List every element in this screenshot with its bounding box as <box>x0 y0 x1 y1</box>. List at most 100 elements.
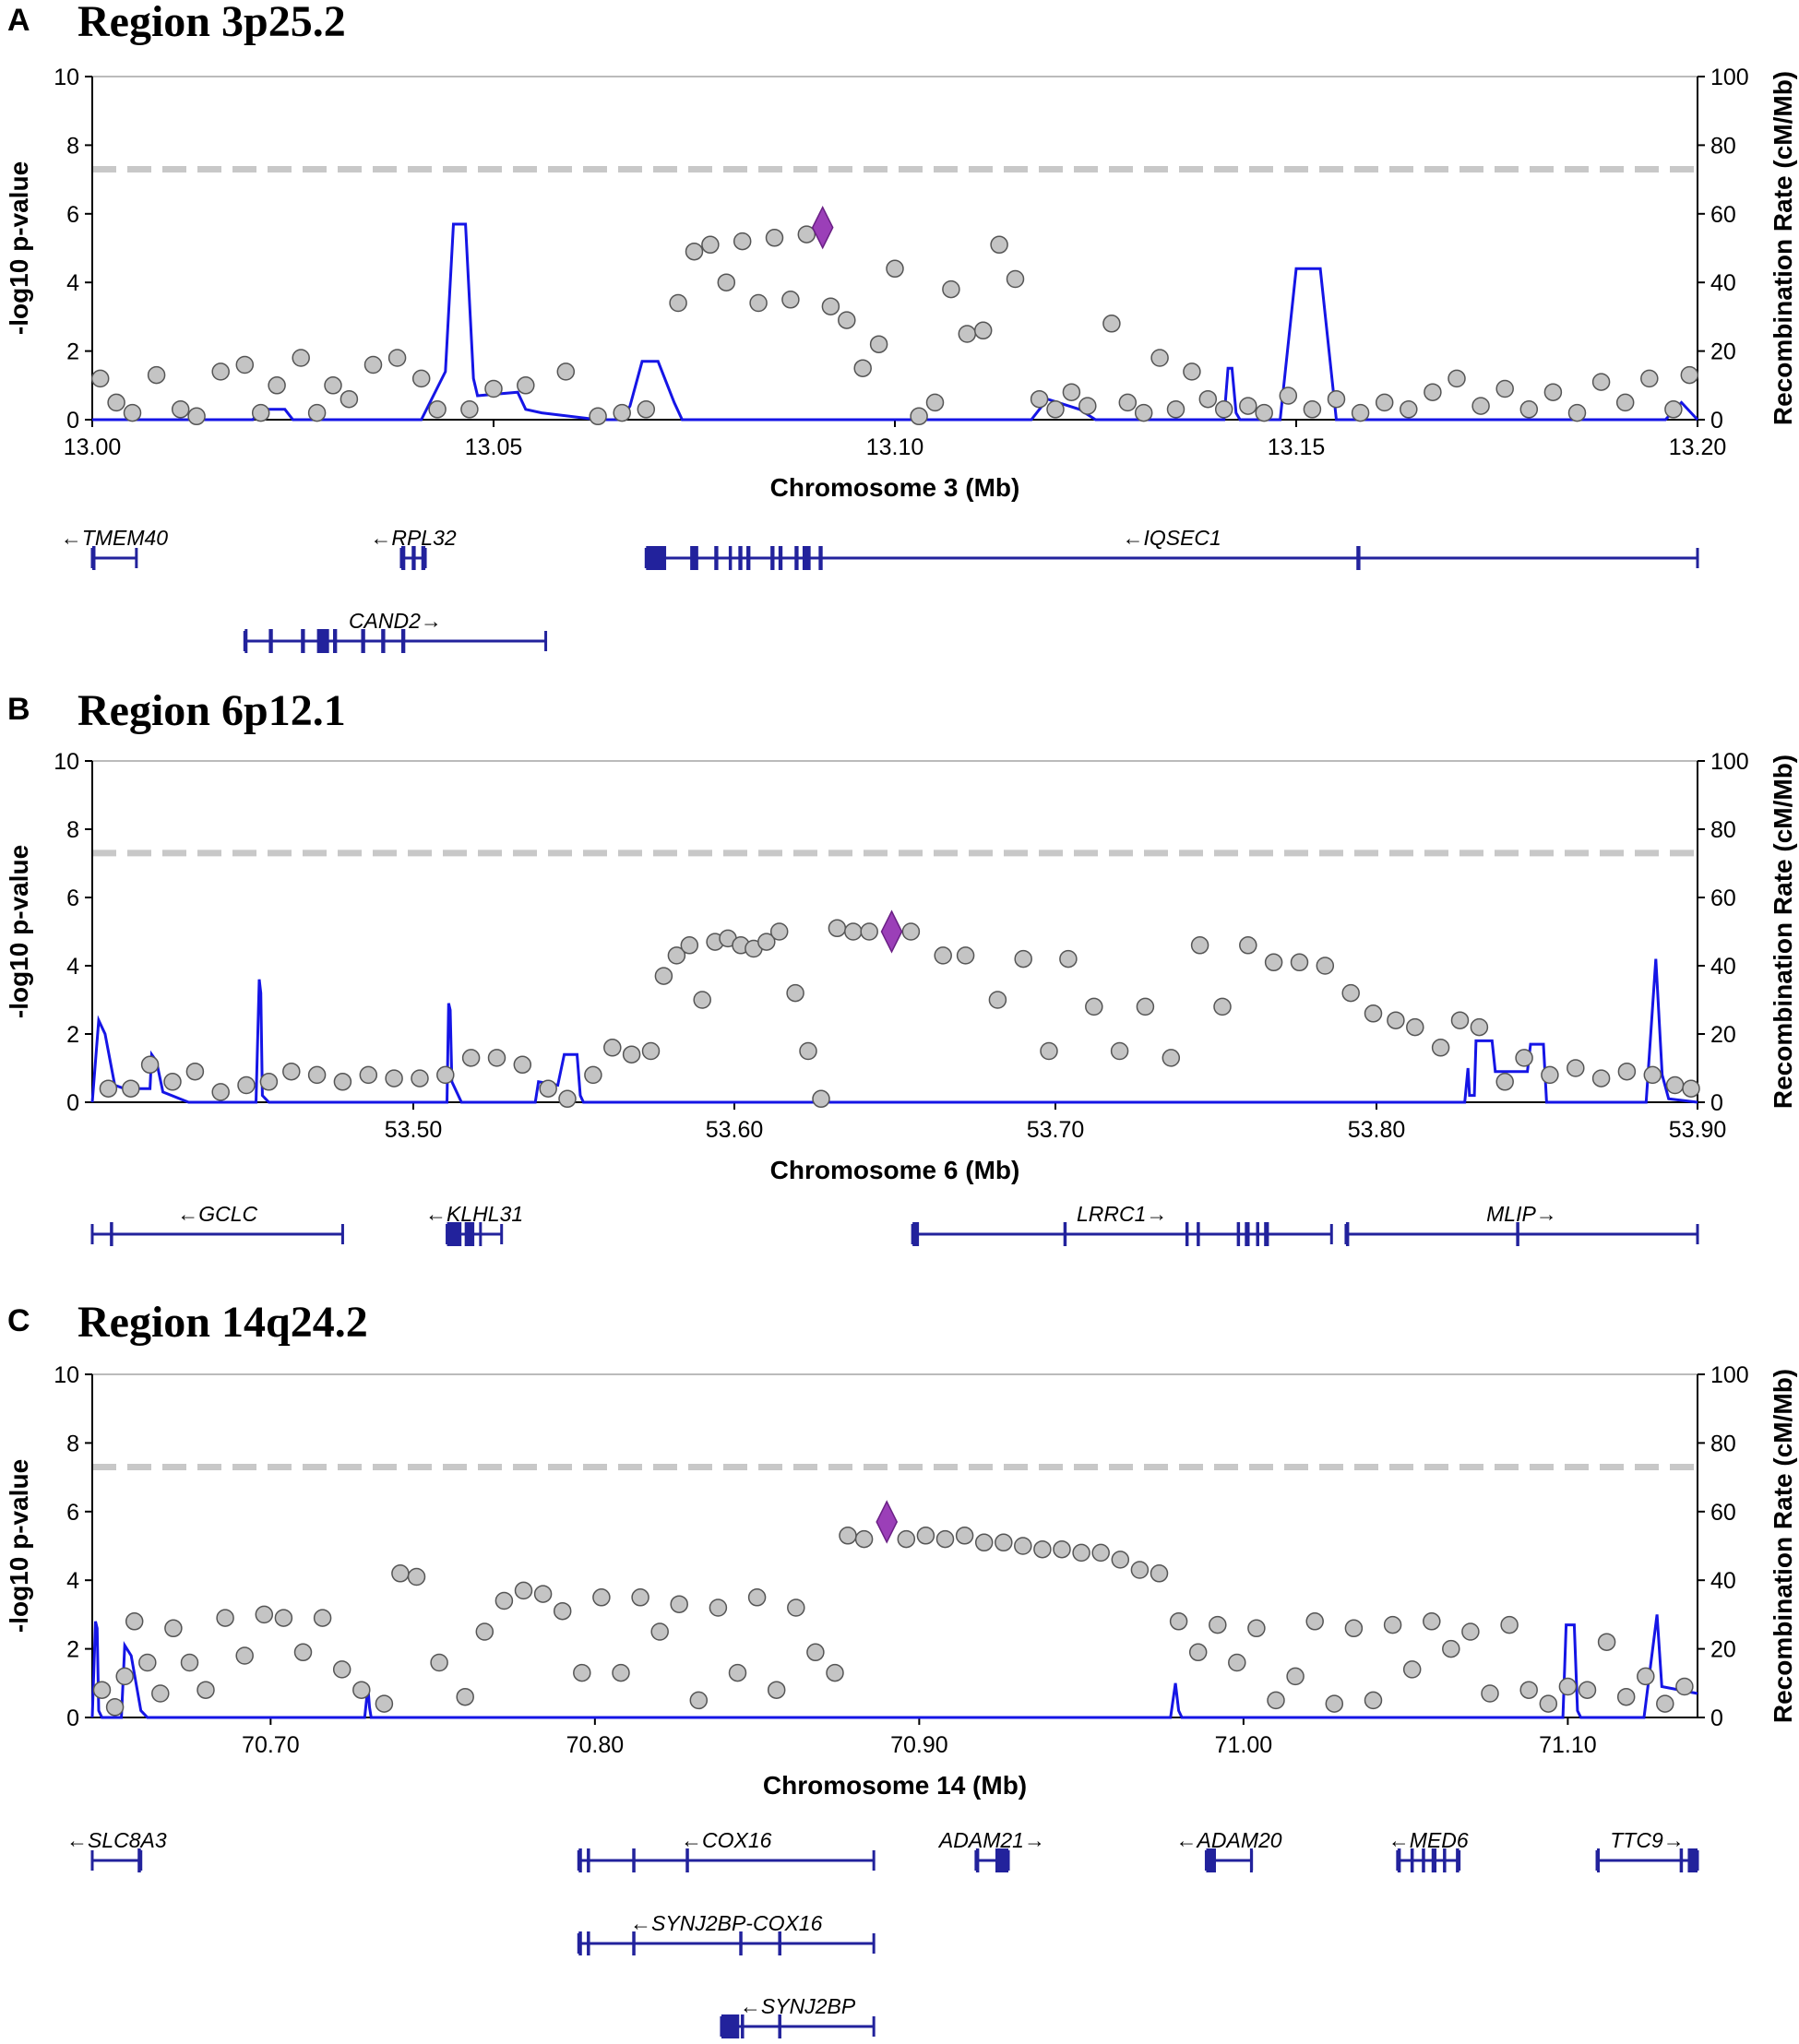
snp-point <box>387 349 407 367</box>
gene-exon <box>587 1848 590 1872</box>
snp-point <box>1188 1643 1208 1662</box>
gene-label: ←MED6 <box>1388 1828 1469 1852</box>
y-right-tick-label: 60 <box>1710 885 1736 911</box>
gene-exon <box>778 546 783 570</box>
snp-point <box>1495 379 1514 398</box>
snp-point <box>1325 1694 1344 1713</box>
snp-point <box>494 1591 514 1610</box>
gene: ADAM21→ <box>937 1828 1045 1872</box>
y-right-axis-label: Recombination Rate (cM/Mb) <box>1769 1369 1797 1723</box>
snp-point <box>1637 1667 1655 1686</box>
gene-exon <box>381 629 386 653</box>
gene: ←SLC8A3 <box>66 1828 167 1872</box>
gene-exon <box>400 629 406 653</box>
snp-point <box>667 946 686 965</box>
snp-point <box>293 1643 313 1662</box>
snp-point <box>99 1079 118 1098</box>
snp-point <box>274 1609 293 1627</box>
snp-point <box>255 1605 274 1624</box>
gene-label: ←TMEM40 <box>61 526 169 550</box>
panel-title: Region 3p25.2 <box>77 0 346 46</box>
snp-point <box>1682 1079 1700 1098</box>
gene-exon <box>995 1848 1009 1872</box>
panel-letter: B <box>7 692 30 727</box>
snp-point <box>282 1062 301 1081</box>
snp-point <box>1664 400 1683 419</box>
snp-point <box>1162 1049 1181 1067</box>
gene-exon <box>714 546 719 570</box>
snp-point <box>1247 1619 1266 1638</box>
snp-point <box>1423 1612 1441 1631</box>
snp-point <box>211 1083 230 1101</box>
gene-exon <box>479 1222 483 1246</box>
snp-point <box>1402 1660 1422 1679</box>
y-axis-label: -log10 p-value <box>5 161 33 335</box>
gene-label: CAND2→ <box>349 609 442 633</box>
y-tick-label: 10 <box>54 1362 79 1388</box>
gene-exon <box>1422 1848 1425 1872</box>
gene-exon <box>1679 1848 1684 1872</box>
snp-point <box>934 946 952 965</box>
snp-point <box>1424 383 1442 401</box>
y-tick-label: 4 <box>66 270 79 296</box>
snp-point <box>955 1527 974 1545</box>
snp-point <box>839 1527 857 1545</box>
snp-point <box>910 407 928 426</box>
snp-points <box>99 919 1700 1109</box>
snp-point <box>1030 389 1049 409</box>
y-right-axis-label: Recombination Rate (cM/Mb) <box>1769 755 1797 1109</box>
snp-point <box>1228 1653 1246 1672</box>
x-axis-label: Chromosome 3 (Mb) <box>770 473 1020 502</box>
snp-point <box>333 1073 352 1091</box>
snp-point <box>1327 389 1346 409</box>
snp-point <box>1053 1539 1071 1559</box>
gene-exon <box>447 1222 462 1246</box>
y-right-tick-label: 0 <box>1710 1090 1723 1116</box>
y-right-tick-label: 80 <box>1710 817 1736 843</box>
snp-point <box>622 1045 641 1064</box>
snp-point <box>973 321 993 340</box>
y-tick-label: 6 <box>66 885 79 911</box>
gene-label: ←ADAM20 <box>1176 1828 1282 1852</box>
gene-exon <box>721 2014 740 2038</box>
snp-point <box>1014 1537 1032 1555</box>
gene-exon <box>1345 1222 1350 1246</box>
snp-point <box>573 1663 591 1682</box>
snp-point <box>669 293 687 313</box>
snp-point <box>125 1612 144 1631</box>
gene-label: ←GCLC <box>177 1202 257 1226</box>
snp-point <box>237 1075 256 1095</box>
snp-point <box>1567 403 1587 422</box>
snp-point <box>313 1609 332 1627</box>
snp-point <box>988 991 1007 1009</box>
gene: ←KLHL31 <box>425 1202 523 1246</box>
gene: ←GCLC <box>90 1202 344 1246</box>
snp-point <box>1118 393 1138 412</box>
gene-exon <box>1410 1848 1414 1872</box>
gene-exon <box>739 1931 743 1955</box>
y-tick-label: 2 <box>66 1022 79 1048</box>
y-tick-label: 8 <box>66 817 79 843</box>
x-tick-label: 70.90 <box>890 1732 948 1758</box>
snp-point <box>1198 389 1218 409</box>
snp-point <box>359 1065 378 1085</box>
gene-exon <box>770 546 775 570</box>
gene-exon <box>794 546 799 570</box>
snp-point <box>1364 1691 1383 1710</box>
snp-point <box>990 235 1008 255</box>
snp-point <box>689 1691 709 1710</box>
snp-point <box>787 1598 805 1617</box>
snp-point <box>853 359 872 377</box>
snp-point <box>1519 1681 1538 1699</box>
gene-exon <box>778 1931 781 1955</box>
x-tick-label: 13.05 <box>465 434 523 460</box>
snp-point <box>1431 1039 1450 1057</box>
snp-point <box>603 1039 622 1057</box>
gene-exon <box>741 2014 745 2038</box>
snp-point <box>1351 403 1370 422</box>
lead-snp-diamond <box>811 206 834 250</box>
gene: CAND2→ <box>243 609 548 653</box>
snp-point <box>935 1529 955 1549</box>
snp-point <box>670 1595 688 1613</box>
